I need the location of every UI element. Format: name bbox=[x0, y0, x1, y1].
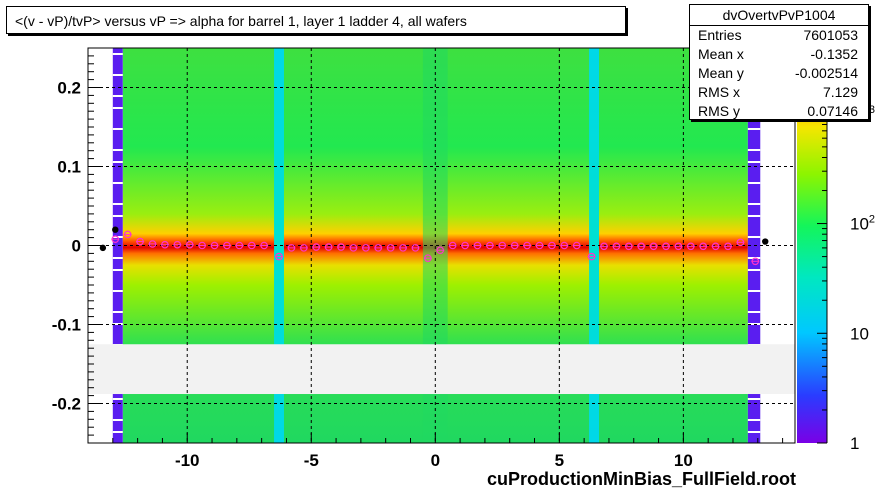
profile-point-black bbox=[762, 238, 769, 245]
low-count-column bbox=[274, 48, 284, 443]
footer-filename: cuProductionMinBias_FullField.root bbox=[487, 469, 797, 489]
sparse-bin-gap bbox=[112, 74, 123, 76]
y-tick-label: 0.2 bbox=[57, 79, 81, 98]
sparse-bin-gap bbox=[112, 107, 123, 109]
color-scale-label: 10 bbox=[850, 324, 869, 343]
y-tick-label: 0 bbox=[72, 237, 81, 256]
chart-title: <(v - vP)/tvP> versus vP => alpha for ba… bbox=[6, 6, 626, 34]
sparse-bin-gap bbox=[112, 269, 123, 271]
sparse-bin-gap bbox=[112, 419, 123, 421]
x-tick-label: -5 bbox=[304, 451, 319, 470]
color-scale-label: 1 bbox=[850, 434, 859, 453]
stats-row-entries: Entries 7601053 bbox=[690, 26, 868, 45]
stats-value: -0.002514 bbox=[794, 65, 858, 81]
color-scale-exponent: 2 bbox=[869, 214, 875, 226]
stats-value: 7601053 bbox=[803, 27, 858, 43]
profile-point-black bbox=[112, 226, 119, 233]
stats-name: dvOvertvPvP1004 bbox=[690, 5, 868, 26]
stats-row-mean-y: Mean y -0.002514 bbox=[690, 64, 868, 83]
sparse-bin-gap bbox=[112, 53, 123, 55]
sparse-bin-gap bbox=[112, 290, 123, 292]
sparse-bin-gap bbox=[112, 311, 123, 313]
sparse-bin-gap bbox=[112, 215, 123, 217]
y-tick-label: 0.1 bbox=[57, 158, 81, 177]
sparse-bin-gap bbox=[112, 257, 123, 259]
sparse-bin-gap bbox=[112, 161, 123, 163]
sparse-bin-gap bbox=[747, 182, 761, 184]
x-tick-label: 0 bbox=[431, 451, 440, 470]
sparse-bin-gap bbox=[747, 419, 761, 421]
y-tick-label: -0.1 bbox=[52, 316, 81, 335]
stats-label: RMS x bbox=[698, 84, 740, 100]
sparse-bin-gap bbox=[112, 431, 123, 433]
sparse-bin-gap bbox=[747, 161, 761, 163]
x-tick-label: -10 bbox=[175, 451, 200, 470]
stats-row-mean-x: Mean x -0.1352 bbox=[690, 45, 868, 64]
color-scale-exponent: 3 bbox=[869, 104, 875, 116]
low-count-column bbox=[112, 48, 123, 443]
stats-row-rms-x: RMS x 7.129 bbox=[690, 83, 868, 102]
stats-label: RMS y bbox=[698, 103, 740, 119]
stats-label: Mean x bbox=[698, 46, 744, 62]
sparse-bin-gap bbox=[747, 215, 761, 217]
color-scale-label: 102 bbox=[850, 214, 875, 234]
sparse-bin-gap bbox=[747, 203, 761, 205]
plot-area bbox=[88, 48, 795, 443]
sparse-bin-gap bbox=[747, 236, 761, 238]
sparse-bin-gap bbox=[112, 203, 123, 205]
axes: -10 -5 0 5 10 -0.2 -0.1 0 0.1 0.2 bbox=[52, 47, 796, 470]
sparse-bin-gap bbox=[747, 149, 761, 151]
sparse-bin-gap bbox=[112, 182, 123, 184]
empty-band bbox=[88, 344, 795, 395]
sparse-bin-gap bbox=[112, 398, 123, 400]
sparse-bin-gap bbox=[747, 128, 761, 130]
sparse-bin-gap bbox=[747, 398, 761, 400]
stats-label: Mean y bbox=[698, 65, 744, 81]
sparse-bin-gap bbox=[112, 149, 123, 151]
profile-point-black bbox=[99, 244, 107, 252]
x-tick-label: 10 bbox=[674, 451, 693, 470]
sparse-bin-gap bbox=[112, 323, 123, 325]
sparse-bin-gap bbox=[747, 431, 761, 433]
stats-box: dvOvertvPvP1004 Entries 7601053 Mean x -… bbox=[689, 4, 869, 120]
x-tick-label: 5 bbox=[555, 451, 564, 470]
stats-row-rms-y: RMS y 0.07146 bbox=[690, 102, 868, 121]
sparse-bin-gap bbox=[747, 290, 761, 292]
sparse-bin-gap bbox=[112, 128, 123, 130]
stats-label: Entries bbox=[698, 27, 742, 43]
y-tick-label: -0.2 bbox=[52, 395, 81, 414]
sparse-bin-gap bbox=[747, 311, 761, 313]
sparse-bin-gap bbox=[112, 95, 123, 97]
stats-value: 0.07146 bbox=[807, 103, 858, 119]
sparse-bin-gap bbox=[747, 269, 761, 271]
stats-value: 7.129 bbox=[822, 84, 858, 100]
stats-value: -0.1352 bbox=[810, 46, 858, 62]
